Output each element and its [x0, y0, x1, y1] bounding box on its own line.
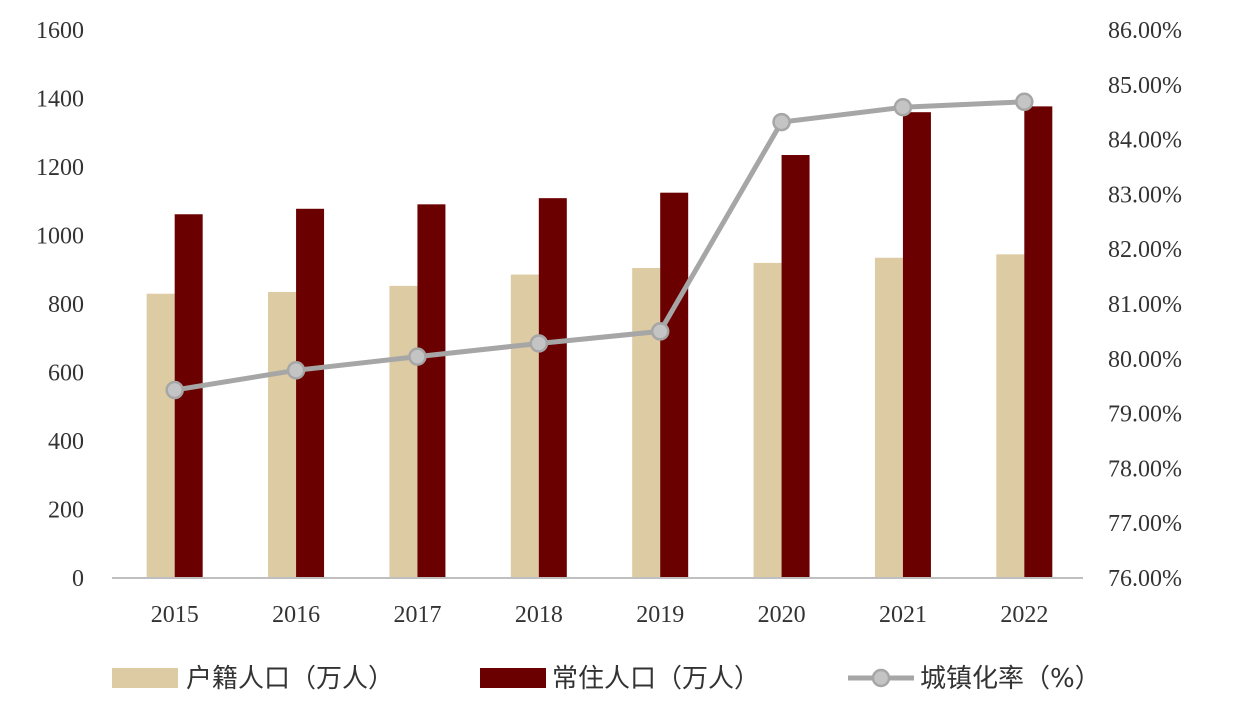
right-axis-tick-label: 78.00% [1108, 456, 1182, 482]
left-axis-tick-label: 1200 [36, 155, 84, 181]
left-axis-tick-label: 1000 [36, 224, 84, 250]
right-axis-tick-label: 77.00% [1108, 511, 1182, 537]
x-axis-tick-label: 2019 [636, 602, 684, 628]
bar-registered-population [632, 268, 661, 578]
left-axis-tick-label: 400 [48, 429, 84, 455]
x-axis-tick-label: 2017 [393, 602, 441, 628]
line-series-group [165, 92, 1034, 400]
x-axis: 2015 2016 2017 2018 2019 2020 2021 2022 [151, 602, 1049, 628]
right-axis-tick-label: 82.00% [1108, 237, 1182, 263]
left-axis-tick-label: 1600 [36, 18, 84, 44]
right-axis: 76.00% 77.00% 78.00% 79.00% 80.00% 81.00% 82.0… [1108, 18, 1182, 592]
bar-resident-population [660, 192, 689, 578]
bar-registered-population [510, 274, 539, 578]
bar-resident-population [296, 208, 325, 578]
x-axis-tick-label: 2021 [879, 602, 927, 628]
legend: 户籍人口（万人） 常住人口（万人） 城镇化率（%） [112, 664, 1101, 694]
urbanization-rate-point [165, 380, 184, 400]
right-axis-tick-label: 80.00% [1108, 347, 1182, 373]
legend-swatch-registered-population [112, 668, 178, 688]
left-axis-tick-label: 800 [48, 292, 84, 318]
bar-registered-population [389, 285, 418, 578]
urbanization-rate-point [893, 98, 913, 117]
right-axis-tick-label: 79.00% [1108, 402, 1182, 428]
x-axis-tick-label: 2020 [758, 602, 806, 628]
bar-registered-population [753, 262, 782, 578]
left-axis-tick-label: 0 [72, 566, 84, 592]
urbanization-rate-point [1015, 92, 1034, 112]
right-axis-tick-label: 81.00% [1108, 292, 1182, 318]
bar-resident-population [781, 155, 810, 578]
urbanization-rate-point [286, 361, 306, 380]
x-axis-tick-label: 2015 [151, 602, 199, 628]
left-axis-tick-label: 600 [48, 361, 84, 387]
bar-resident-population [417, 204, 446, 578]
urbanization-rate-line [174, 99, 1025, 393]
x-axis-tick-label: 2022 [1000, 602, 1048, 628]
x-axis-tick-label: 2018 [515, 602, 563, 628]
right-axis-tick-label: 83.00% [1108, 182, 1182, 208]
bar-registered-population [268, 292, 297, 578]
bar-registered-population [996, 254, 1025, 578]
legend-label-urbanization-rate: 城镇化率（%） [920, 664, 1101, 694]
legend-label-resident-population: 常住人口（万人） [552, 664, 760, 694]
bar-resident-population [538, 198, 567, 579]
urbanization-rate-point [408, 347, 427, 366]
bar-registered-population [146, 293, 175, 578]
legend-label-registered-population: 户籍人口（万人） [186, 664, 394, 694]
left-axis-tick-label: 200 [48, 498, 84, 524]
urbanization-rate-point [650, 322, 670, 341]
x-axis-tick-label: 2016 [272, 602, 320, 628]
legend-swatch-urbanization-marker [871, 668, 891, 688]
legend-swatch-resident-population [480, 668, 546, 688]
left-axis: 0 200 400 600 800 1000 1200 1400 1600 [36, 18, 84, 592]
bar-registered-population [874, 257, 903, 578]
right-axis-tick-label: 84.00% [1108, 128, 1182, 154]
right-axis-tick-label: 86.00% [1108, 18, 1182, 44]
urbanization-rate-point [772, 112, 791, 132]
bar-series-group [146, 106, 1053, 579]
bar-resident-population [902, 112, 931, 578]
urbanization-rate-point [529, 334, 549, 353]
right-axis-tick-label: 85.00% [1108, 73, 1182, 99]
right-axis-tick-label: 76.00% [1108, 566, 1182, 592]
bar-resident-population [1024, 106, 1053, 578]
left-axis-tick-label: 1400 [36, 87, 84, 113]
